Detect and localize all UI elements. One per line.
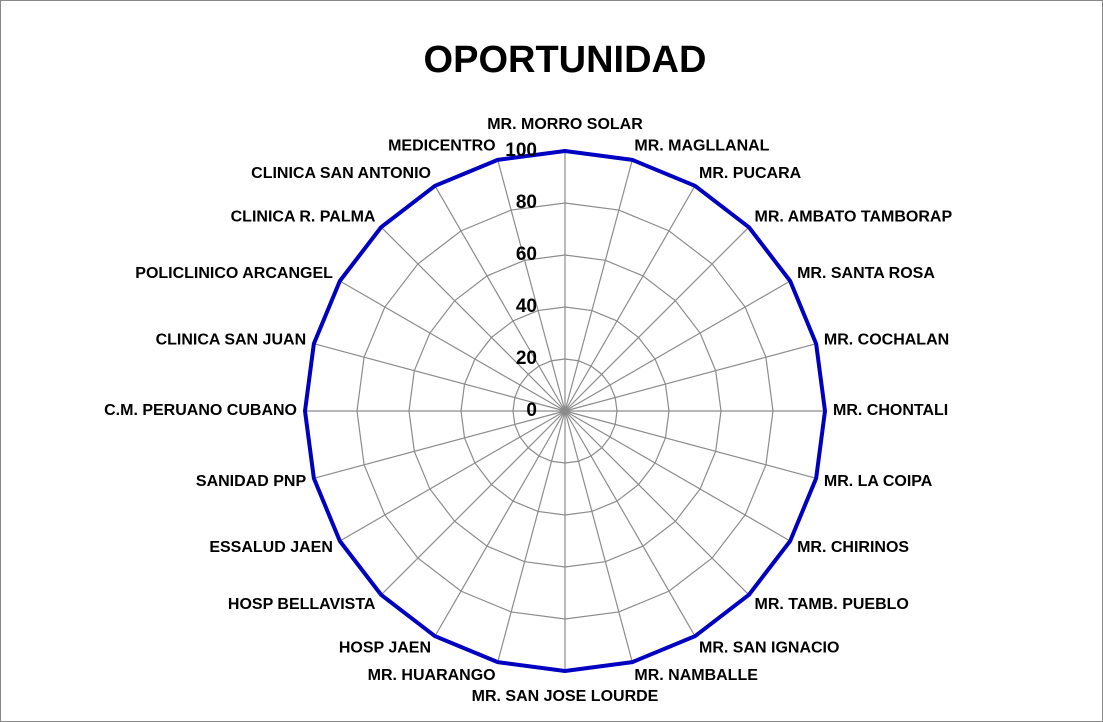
spoke bbox=[339, 280, 566, 412]
spoke bbox=[564, 159, 633, 412]
y-tick-label: 80 bbox=[516, 192, 537, 213]
category-label: SANIDAD PNP bbox=[196, 473, 307, 490]
category-label: MR. NAMBALLE bbox=[634, 667, 758, 684]
spoke bbox=[564, 343, 817, 412]
category-label: MR. CHONTALI bbox=[833, 402, 948, 419]
category-label: MR. SAN JOSE LOURDE bbox=[472, 688, 659, 705]
spoke bbox=[564, 226, 750, 412]
spoke bbox=[564, 280, 791, 412]
category-label: HOSP JAEN bbox=[339, 640, 431, 657]
spoke bbox=[564, 410, 817, 479]
y-tick-label: 60 bbox=[516, 244, 537, 265]
chart-title: OPORTUNIDAD bbox=[424, 39, 707, 81]
category-label: MR. SAN IGNACIO bbox=[699, 640, 839, 657]
category-label: MR. COCHALAN bbox=[824, 331, 949, 348]
category-label: HOSP BELLAVISTA bbox=[228, 596, 376, 613]
category-label: CLINICA R. PALMA bbox=[231, 208, 376, 225]
spoke bbox=[434, 410, 566, 637]
category-label: ESSALUD JAEN bbox=[209, 539, 333, 556]
category-label: MR. HUARANGO bbox=[368, 667, 496, 684]
category-label: POLICLINICO ARCANGEL bbox=[135, 265, 333, 282]
spoke bbox=[564, 410, 750, 596]
category-label: MR. MAGLLANAL bbox=[634, 138, 769, 155]
spoke bbox=[313, 410, 566, 479]
category-label: MR. TAMB. PUEBLO bbox=[755, 596, 909, 613]
spoke bbox=[380, 226, 566, 412]
spoke bbox=[380, 410, 566, 596]
spoke bbox=[564, 410, 633, 663]
spoke bbox=[434, 185, 566, 412]
category-label: CLINICA SAN ANTONIO bbox=[251, 165, 431, 182]
y-tick-label: 40 bbox=[516, 296, 537, 317]
spoke bbox=[564, 410, 696, 637]
category-label: MR. SANTA ROSA bbox=[797, 265, 935, 282]
spoke bbox=[313, 343, 566, 412]
category-label: MR. MORRO SOLAR bbox=[487, 116, 643, 133]
spoke bbox=[497, 159, 566, 412]
category-label: CLINICA SAN JUAN bbox=[156, 331, 307, 348]
category-label: MR. CHIRINOS bbox=[797, 539, 909, 556]
series-line bbox=[303, 149, 827, 673]
y-tick-label: 0 bbox=[526, 400, 537, 421]
y-tick-label: 20 bbox=[516, 348, 537, 369]
y-tick-label: 100 bbox=[505, 140, 537, 161]
category-label: MEDICENTRO bbox=[388, 138, 496, 155]
category-label: MR. AMBATO TAMBORAP bbox=[755, 208, 953, 225]
category-label: MR. PUCARA bbox=[699, 165, 802, 182]
category-label: C.M. PERUANO CUBANO bbox=[104, 402, 297, 419]
spoke bbox=[497, 410, 566, 663]
spoke bbox=[339, 410, 566, 542]
spoke bbox=[564, 410, 791, 542]
category-label: MR. LA COIPA bbox=[824, 473, 933, 490]
spoke bbox=[564, 185, 696, 412]
